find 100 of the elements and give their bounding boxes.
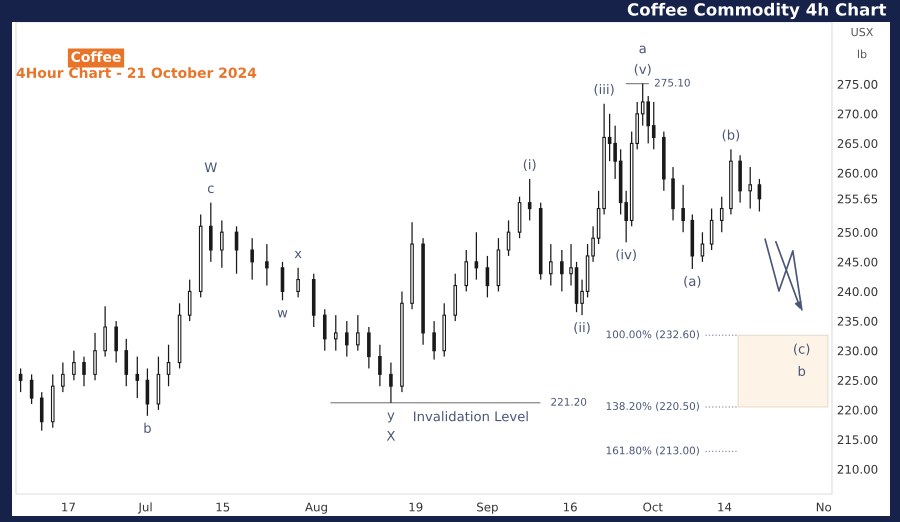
candlestick xyxy=(378,344,382,387)
x-tick-label: No xyxy=(816,502,832,512)
annotation: Coffee xyxy=(71,51,121,62)
y-tick-label: 230.00 xyxy=(838,346,878,356)
y-tick-label: 245.00 xyxy=(838,258,878,267)
x-tick-label: Aug xyxy=(305,502,327,514)
candlestick xyxy=(389,362,393,404)
candlestick xyxy=(549,243,553,286)
candlestick xyxy=(265,243,269,286)
x-tick-label: Sep xyxy=(477,502,498,514)
candlestick xyxy=(591,226,595,262)
candlestick xyxy=(580,278,584,316)
annotation: y xyxy=(387,412,394,423)
chart-title: Coffee Commodity 4h Chart xyxy=(628,2,886,20)
candlestick xyxy=(220,220,224,268)
annotation: (iv) xyxy=(616,249,636,262)
candlestick xyxy=(652,101,656,150)
y-tick-label: 260.00 xyxy=(838,168,878,178)
x-tick-label: 14 xyxy=(718,502,732,512)
candlestick xyxy=(334,314,338,352)
candlestick xyxy=(356,314,360,352)
candlestick xyxy=(474,232,478,280)
y-tick-label: 275.00 xyxy=(838,80,878,89)
candlestick xyxy=(528,178,532,222)
annotation: (v) xyxy=(634,64,651,76)
y-tick-label: 220.00 xyxy=(838,406,878,415)
annotation: c xyxy=(208,186,214,194)
y-tick-label: 255.65 xyxy=(838,194,878,204)
candlestick xyxy=(72,350,76,381)
candlestick xyxy=(146,368,150,416)
candlestick xyxy=(608,113,612,162)
candlestick xyxy=(188,278,192,322)
y-tick-label: 225.00 xyxy=(838,376,878,385)
candlestick xyxy=(103,306,107,358)
annotation: Invalidation Level xyxy=(414,411,528,422)
candlestick xyxy=(322,308,327,352)
candlestick xyxy=(640,82,644,126)
candlestick xyxy=(93,332,97,381)
candlestick xyxy=(506,220,510,257)
candlestick xyxy=(710,208,714,251)
annotation: (b) xyxy=(722,130,740,142)
ref-line-label: 138.20% (220.50) xyxy=(606,402,699,412)
ref-line-label: 161.80% (213.00) xyxy=(606,446,699,456)
y-tick-label: 235.00 xyxy=(838,316,878,326)
text: USX xyxy=(852,28,874,36)
text: 4Hour Chart - 21 October 2024 xyxy=(16,67,256,78)
annotation: w xyxy=(278,310,288,318)
candlestick xyxy=(280,261,284,301)
annotation: X xyxy=(386,430,396,441)
candlestick xyxy=(560,249,564,292)
y-tick-label: 240.00 xyxy=(838,287,878,296)
candlestick xyxy=(700,232,704,262)
annotation: W xyxy=(204,162,217,172)
x-tick-label: 15 xyxy=(216,502,230,512)
x-tick-label: Oct xyxy=(643,502,663,512)
candlestick xyxy=(296,267,300,298)
candlestick xyxy=(613,125,617,180)
ref-line-label: 100.00% (232.60) xyxy=(606,330,699,340)
annotation: b xyxy=(144,422,151,433)
candlestick xyxy=(124,338,128,387)
candlestick xyxy=(486,255,490,298)
candlestick xyxy=(720,196,724,233)
ref-line-label: 275.10 xyxy=(654,78,690,87)
candlestick xyxy=(758,178,762,212)
candlestick xyxy=(234,226,238,274)
candlestick xyxy=(624,190,628,243)
x-tick-label: 19 xyxy=(410,502,422,512)
y-tick-label: 250.00 xyxy=(838,228,878,237)
annotation: (a) xyxy=(684,276,700,288)
annotation: (iii) xyxy=(594,84,614,96)
ref-line-label: 221.20 xyxy=(551,398,586,406)
candlestick xyxy=(114,320,118,364)
candlestick xyxy=(367,326,371,370)
candlestick xyxy=(136,356,140,399)
candlestick xyxy=(166,344,170,387)
y-tick-label: 215.00 xyxy=(838,435,878,444)
annotation: x xyxy=(294,250,302,258)
candlestick xyxy=(345,320,349,358)
candlestick xyxy=(18,368,22,393)
candlestick xyxy=(432,320,436,360)
candlestick xyxy=(209,202,213,262)
x-tick-label: 16 xyxy=(564,502,577,512)
candlestick xyxy=(61,362,65,393)
x-tick-label: 17 xyxy=(62,502,75,512)
y-tick-label: 265.00 xyxy=(838,139,878,148)
candlestick xyxy=(464,249,468,292)
candlestick xyxy=(250,238,254,280)
annotation: (c) xyxy=(794,344,810,356)
candlestick xyxy=(40,392,44,432)
annotation: (i) xyxy=(524,159,536,171)
candlestick xyxy=(646,95,650,144)
candlestick xyxy=(30,374,34,405)
candlestick xyxy=(748,166,752,210)
annotation: (ii) xyxy=(574,322,590,334)
y-tick-label: 270.00 xyxy=(838,110,878,118)
candlestick xyxy=(82,356,86,387)
x-tick-label: Jul xyxy=(138,502,152,514)
annotation: b xyxy=(798,366,806,376)
y-tick-label: 210.00 xyxy=(838,464,878,474)
annotation: a xyxy=(639,46,646,54)
